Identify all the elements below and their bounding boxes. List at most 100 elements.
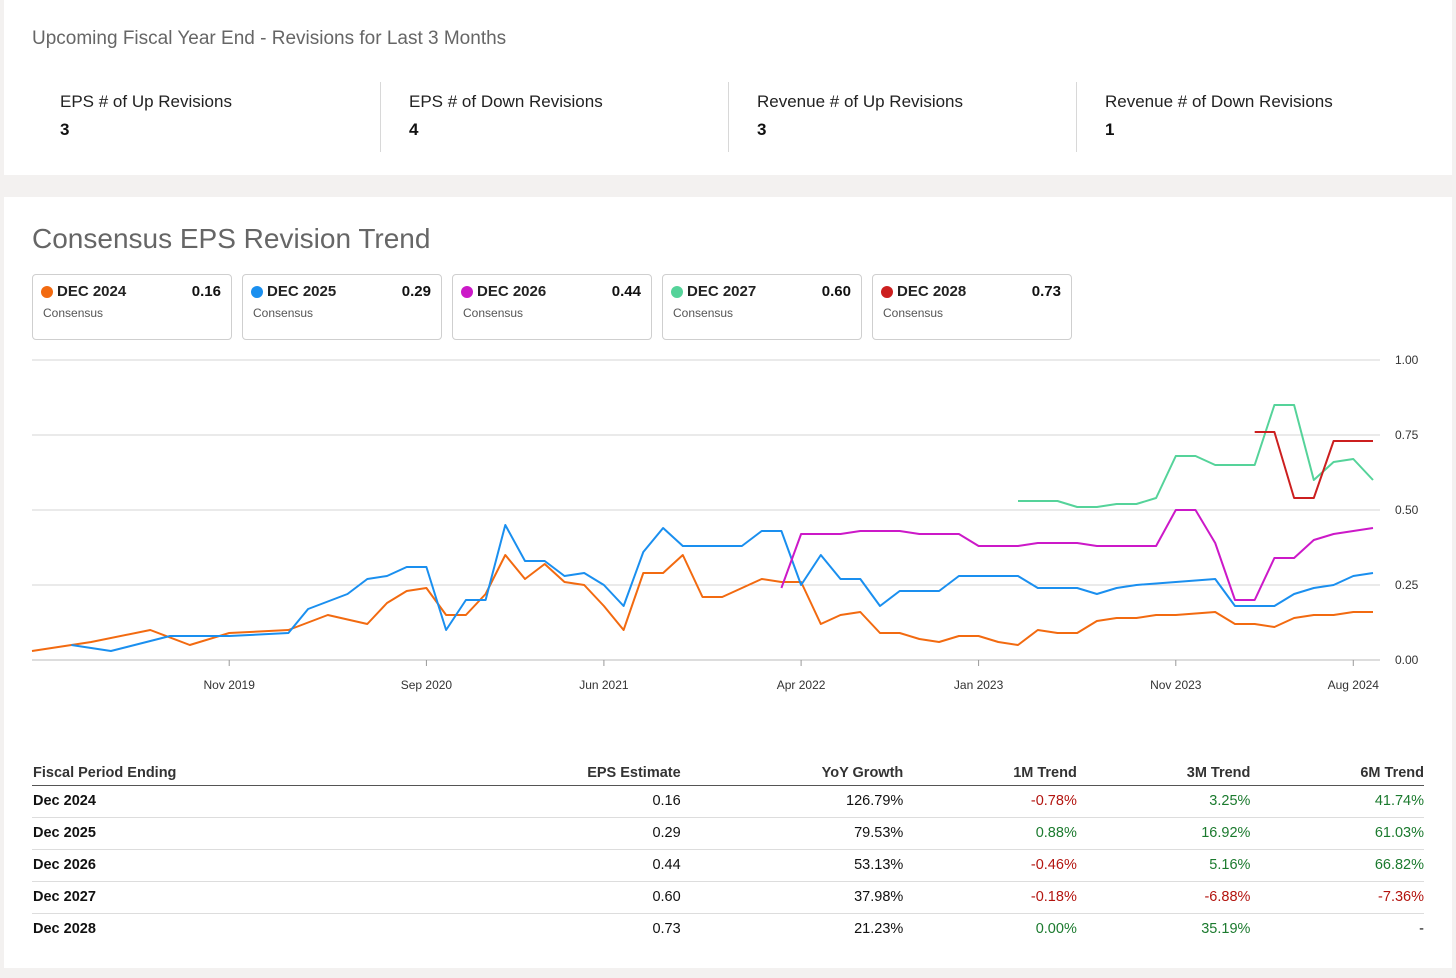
series-card-dec-2026[interactable]: DEC 2026 0.44 Consensus <box>452 274 652 340</box>
table-row: Dec 2027 0.60 37.98% -0.18% -6.88% -7.36… <box>32 881 1424 914</box>
table-row: Dec 2024 0.16 126.79% -0.78% 3.25% 41.74… <box>32 785 1424 818</box>
cell-yoy: 79.53% <box>680 817 904 850</box>
stat-label: Revenue # of Down Revisions <box>1105 92 1333 111</box>
x-tick-label: Jan 2023 <box>954 678 1004 692</box>
cell-yoy: 21.23% <box>854 921 904 938</box>
card-value: 0.73 <box>1031 283 1061 300</box>
card-value: 0.44 <box>611 283 641 300</box>
stat-divider <box>380 82 381 152</box>
cell-eps: 0.44 <box>425 849 681 882</box>
stat-divider <box>1076 82 1077 152</box>
cell-period: Dec 2026 <box>32 849 426 882</box>
card-subtitle: Consensus <box>673 306 734 320</box>
column-header: 1M Trend <box>903 753 1077 786</box>
card-name: DEC 2027 <box>687 283 757 300</box>
cell-3m: -6.88% <box>1076 881 1251 914</box>
eps-line-chart: 0.00 0.25 0.50 0.75 1.00 Nov 2019 Sep 2020 Jun … <box>31 353 1419 692</box>
legend-dot-icon <box>881 286 893 298</box>
trend-title: Consensus EPS Revision Trend <box>32 223 431 254</box>
cell-period: Dec 2025 <box>32 817 426 850</box>
x-tick-label: Apr 2022 <box>777 678 826 692</box>
cell-1m: 0.00% <box>1035 921 1077 938</box>
stat-label: Revenue # of Up Revisions <box>757 92 964 111</box>
series-card-dec-2025[interactable]: DEC 2025 0.29 Consensus <box>242 274 442 340</box>
cell-6m: 41.74% <box>1250 785 1424 818</box>
series-line-dec-2027 <box>1018 404 1374 508</box>
stat-value: 3 <box>757 120 767 139</box>
card-name: DEC 2025 <box>267 283 337 300</box>
table-header-row: Fiscal Period Ending EPS Estimate YoY Gr… <box>32 753 1424 786</box>
column-header: YoY Growth <box>680 753 904 786</box>
cell-yoy: 126.79% <box>680 785 904 818</box>
table-row: Dec 2028 0.73 21.23% 0.00% 35.19% - <box>32 913 1424 945</box>
summary-title: Upcoming Fiscal Year End - Revisions for… <box>32 28 507 49</box>
card-name: DEC 2028 <box>897 283 967 300</box>
x-tick-label: Aug 2024 <box>1328 678 1380 692</box>
legend-dot-icon <box>251 286 263 298</box>
card-name: DEC 2024 <box>57 283 127 300</box>
x-tick-label: Jun 2021 <box>579 678 629 692</box>
card-value: 0.60 <box>821 283 851 300</box>
series-card-dec-2024[interactable]: DEC 2024 0.16 Consensus <box>32 274 232 340</box>
card-subtitle: Consensus <box>883 306 944 320</box>
card-subtitle: Consensus <box>253 306 314 320</box>
stat-label: EPS # of Up Revisions <box>60 92 232 111</box>
cell-3m: 3.25% <box>1076 785 1251 818</box>
card-subtitle: Consensus <box>43 306 104 320</box>
cell-6m: - <box>1419 921 1424 938</box>
series-line-dec-2025 <box>71 524 1374 652</box>
cell-3m: 16.92% <box>1076 817 1251 850</box>
cell-eps: 0.29 <box>425 817 681 850</box>
series-card-dec-2028[interactable]: DEC 2028 0.73 Consensus <box>872 274 1072 340</box>
revisions-summary-panel: Upcoming Fiscal Year End - Revisions for… <box>4 0 1452 175</box>
cell-3m: 5.16% <box>1076 849 1251 882</box>
cell-eps: 0.16 <box>425 785 681 818</box>
cell-6m: -7.36% <box>1250 881 1424 914</box>
cell-period: Dec 2027 <box>32 881 426 914</box>
stat-divider <box>728 82 729 152</box>
cell-3m: 35.19% <box>1201 921 1251 938</box>
x-tick-label: Sep 2020 <box>401 678 453 692</box>
x-tick-label: Nov 2023 <box>1150 678 1202 692</box>
cell-yoy: 37.98% <box>680 881 904 914</box>
cell-6m: 61.03% <box>1250 817 1424 850</box>
y-tick-label: 1.00 <box>1395 353 1419 367</box>
cell-1m: 0.88% <box>903 817 1077 850</box>
column-header: Fiscal Period Ending <box>32 753 426 786</box>
table-row: Dec 2026 0.44 53.13% -0.46% 5.16% 66.82% <box>32 849 1424 882</box>
cell-eps: 0.73 <box>652 921 681 938</box>
legend-dot-icon <box>671 286 683 298</box>
stat-value: 4 <box>409 120 419 139</box>
x-tick-label: Nov 2019 <box>204 678 256 692</box>
series-line-dec-2024 <box>31 554 1373 652</box>
series-card-dec-2027[interactable]: DEC 2027 0.60 Consensus <box>662 274 862 340</box>
legend-dot-icon <box>461 286 473 298</box>
eps-estimates-table: Fiscal Period Ending EPS Estimate YoY Gr… <box>32 753 1424 945</box>
stat-value: 3 <box>60 120 70 139</box>
cell-eps: 0.60 <box>425 881 681 914</box>
y-tick-label: 0.75 <box>1395 428 1419 442</box>
table-row: Dec 2025 0.29 79.53% 0.88% 16.92% 61.03% <box>32 817 1424 850</box>
cell-1m: -0.46% <box>903 849 1077 882</box>
cell-yoy: 53.13% <box>680 849 904 882</box>
cell-period: Dec 2028 <box>33 921 96 938</box>
y-tick-label: 0.50 <box>1395 503 1419 517</box>
card-value: 0.29 <box>401 283 431 300</box>
stat-value: 1 <box>1105 120 1115 139</box>
y-tick-label: 0.25 <box>1395 578 1419 592</box>
stat-label: EPS # of Down Revisions <box>409 92 603 111</box>
card-name: DEC 2026 <box>477 283 547 300</box>
cell-1m: -0.18% <box>903 881 1077 914</box>
card-value: 0.16 <box>191 283 221 300</box>
cell-6m: 66.82% <box>1250 849 1424 882</box>
series-line-dec-2026 <box>780 509 1374 601</box>
legend-dot-icon <box>41 286 53 298</box>
column-header: EPS Estimate <box>425 753 681 786</box>
column-header: 6M Trend <box>1250 753 1424 786</box>
column-header: 3M Trend <box>1076 753 1251 786</box>
y-tick-label: 0.00 <box>1395 653 1419 667</box>
cell-period: Dec 2024 <box>32 785 426 818</box>
series-line-dec-2028 <box>1254 431 1373 499</box>
eps-trend-panel: Consensus EPS Revision Trend DEC 2024 0.… <box>4 197 1452 968</box>
card-subtitle: Consensus <box>463 306 524 320</box>
